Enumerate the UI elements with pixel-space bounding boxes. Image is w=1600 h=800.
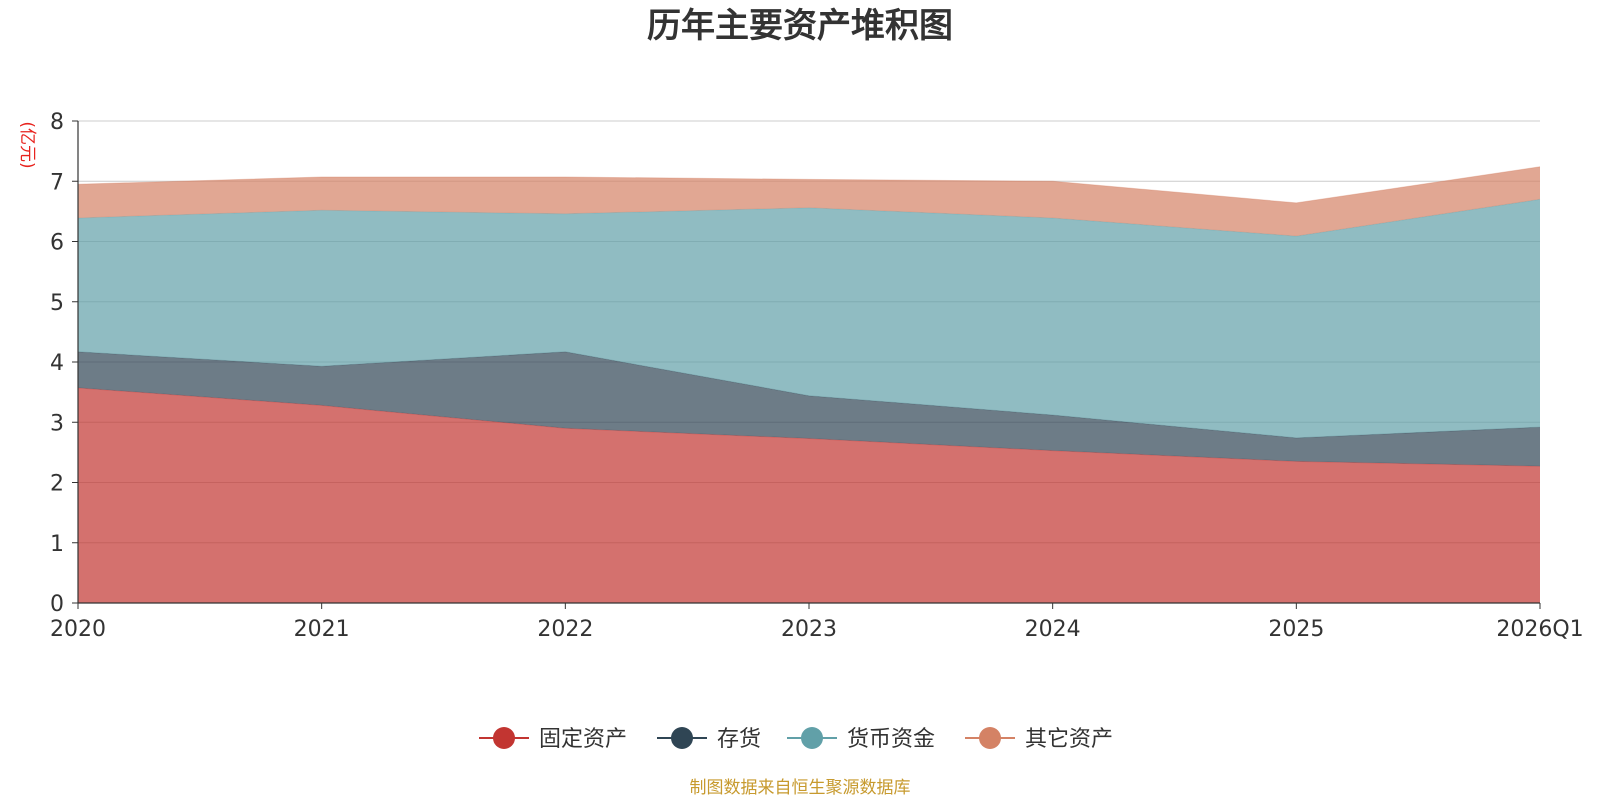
x-tick-label: 2026Q1 — [1496, 617, 1583, 642]
y-tick-label: 3 — [50, 411, 64, 436]
y-tick-label: 0 — [50, 592, 64, 617]
y-tick-label: 8 — [50, 110, 64, 135]
legend-item-2[interactable]: 货币资金 — [787, 727, 935, 752]
x-tick-label: 2025 — [1268, 617, 1324, 642]
x-tick-label: 2023 — [781, 617, 837, 642]
legend-marker — [493, 727, 515, 749]
legend: 固定资产 存货 货币资金 其它资产 — [479, 727, 1113, 752]
y-tick-label: 1 — [50, 532, 64, 557]
y-tick-label: 7 — [50, 170, 64, 195]
y-tick-label: 5 — [50, 291, 64, 316]
x-tick-label: 2020 — [50, 617, 106, 642]
y-tick-label: 4 — [50, 351, 64, 376]
area-series-0 — [78, 387, 1540, 603]
legend-item-3[interactable]: 其它资产 — [965, 727, 1113, 752]
data-source-note: 制图数据来自恒生聚源数据库 — [690, 778, 911, 798]
axes: 0 1 2 3 4 5 6 7 8 2020 2021 2022 2023 2024 2025 2026Q1 — [50, 110, 1584, 642]
legend-marker — [801, 727, 823, 749]
chart-title: 历年主要资产堆积图 — [647, 6, 953, 46]
legend-item-1[interactable]: 存货 — [657, 727, 761, 752]
y-tick-label: 6 — [50, 231, 64, 256]
y-tick-label: 2 — [50, 472, 64, 497]
legend-marker — [671, 727, 693, 749]
legend-label: 存货 — [717, 727, 761, 752]
area-series-layer — [77, 166, 1541, 603]
area-series-edge-3 — [77, 166, 1541, 204]
x-tick-label: 2024 — [1025, 617, 1081, 642]
area-series-1 — [78, 351, 1540, 467]
legend-label: 其它资产 — [1025, 727, 1113, 752]
area-series-2 — [78, 199, 1540, 438]
area-series-3 — [78, 166, 1540, 237]
legend-label: 货币资金 — [847, 727, 935, 752]
legend-marker — [979, 727, 1001, 749]
y-axis-unit-label: (亿元) — [17, 121, 37, 168]
x-tick-label: 2021 — [294, 617, 350, 642]
x-tick-label: 2022 — [537, 617, 593, 642]
legend-label: 固定资产 — [539, 727, 627, 752]
legend-item-0[interactable]: 固定资产 — [479, 727, 627, 752]
